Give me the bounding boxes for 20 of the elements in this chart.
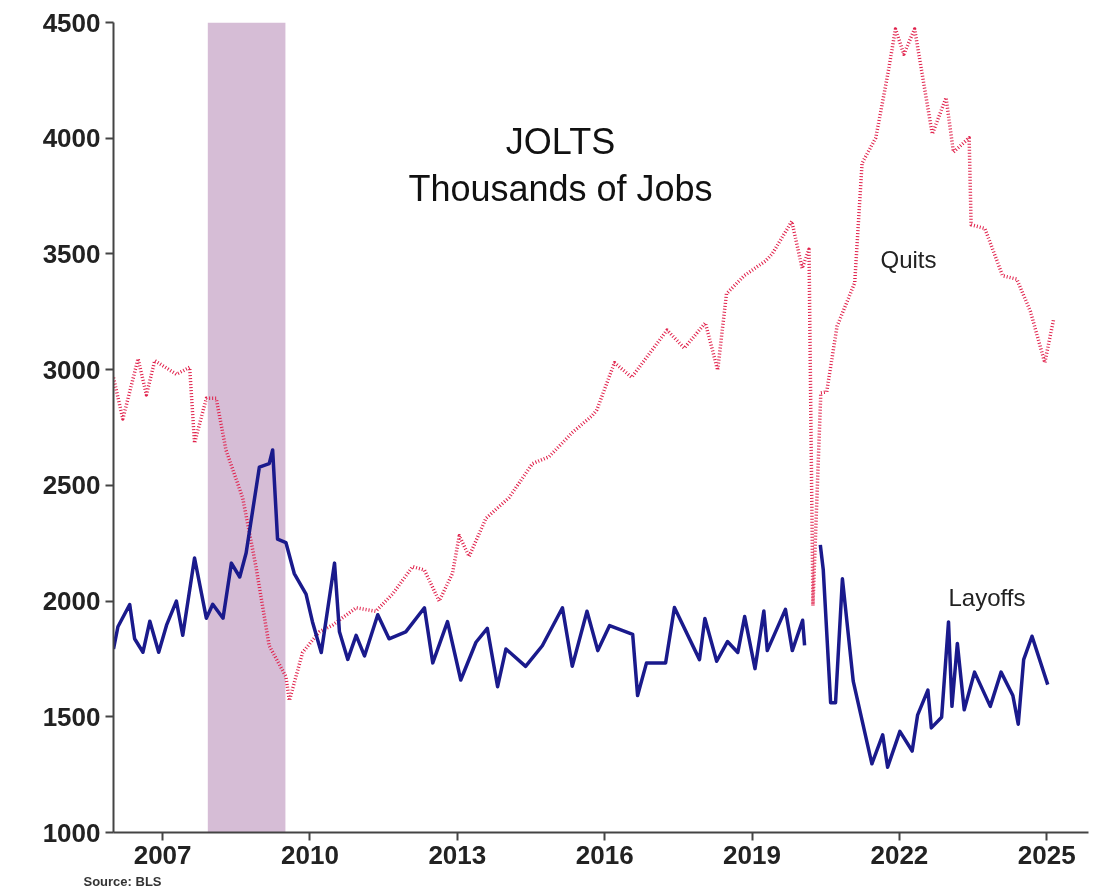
y-tick-label: 3500: [42, 238, 101, 269]
source-note: Source: BLS: [83, 873, 162, 889]
y-tick-label: 4000: [42, 123, 101, 154]
series-label: Quits: [880, 245, 937, 273]
text: JOLTS Thousands of Jobs: [408, 120, 713, 209]
y-tick-label: 4500: [42, 7, 101, 38]
x-tick-label: 2010: [281, 839, 339, 870]
x-tick-label: 2025: [1017, 839, 1076, 870]
x-tick-label: 2022: [870, 839, 929, 870]
y-tick-label: 1500: [42, 701, 101, 732]
y-tick-label: 1000: [42, 817, 101, 848]
y-tick-label: 2000: [42, 586, 101, 617]
y-tick-label: 3000: [42, 354, 101, 385]
x-tick-label: 2019: [723, 839, 781, 870]
x-tick-label: 2016: [575, 839, 634, 870]
x-tick-label: 2007: [133, 839, 192, 870]
line-series: [113, 27, 1056, 703]
x-tick-label: 2013: [428, 839, 487, 870]
y-tick-label: 2500: [42, 470, 101, 501]
series-label: Layoffs: [948, 583, 1026, 611]
